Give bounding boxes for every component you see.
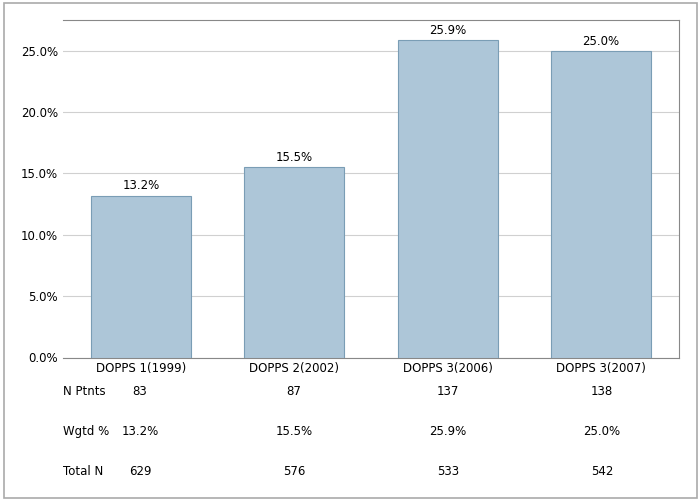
Text: 13.2%: 13.2% — [121, 425, 159, 438]
Text: 15.5%: 15.5% — [276, 151, 313, 164]
Text: N Ptnts: N Ptnts — [63, 385, 106, 398]
Text: 629: 629 — [129, 464, 151, 477]
Bar — [244, 168, 344, 358]
Bar — [91, 196, 190, 358]
Text: Wgtd %: Wgtd % — [63, 425, 109, 438]
Text: 25.0%: 25.0% — [583, 425, 621, 438]
Text: Total N: Total N — [63, 464, 104, 477]
Text: 87: 87 — [286, 385, 302, 398]
Text: 13.2%: 13.2% — [122, 180, 160, 192]
Text: 15.5%: 15.5% — [275, 425, 313, 438]
Bar — [552, 50, 651, 358]
Text: 542: 542 — [591, 464, 613, 477]
Text: 533: 533 — [437, 464, 459, 477]
Text: 25.9%: 25.9% — [429, 425, 467, 438]
Text: 576: 576 — [283, 464, 305, 477]
Bar — [398, 40, 498, 358]
Text: 137: 137 — [437, 385, 459, 398]
Text: 25.0%: 25.0% — [582, 34, 620, 48]
Text: 25.9%: 25.9% — [429, 24, 466, 36]
Text: 138: 138 — [591, 385, 613, 398]
Text: 83: 83 — [132, 385, 148, 398]
